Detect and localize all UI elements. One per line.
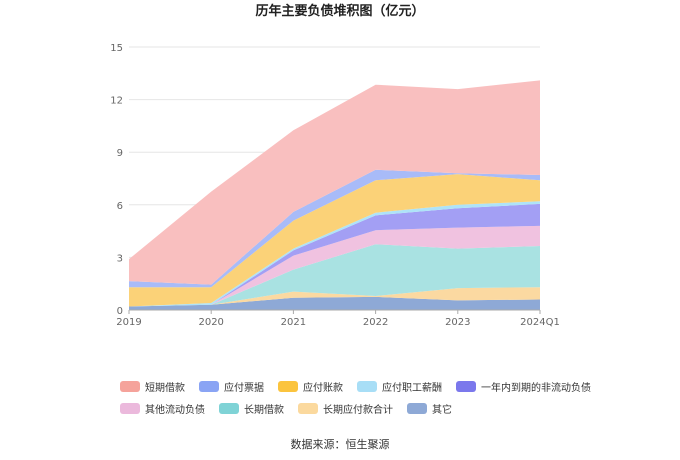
legend: 短期借款 应付票据 应付账款 应付职工薪酬 一年内到期的非流动负债其他流动负债 长期借款 长…: [120, 375, 600, 419]
x-tick-label: 2021: [281, 317, 306, 328]
legend-item[interactable]: 应付账款: [278, 379, 343, 394]
x-tick-label: 2019: [116, 317, 141, 328]
y-tick-label: 0: [117, 306, 123, 317]
legend-swatch: [120, 380, 140, 392]
legend-item[interactable]: 其它: [407, 401, 452, 416]
legend-item[interactable]: 应付职工薪酬: [357, 379, 442, 394]
y-tick-label: 15: [110, 43, 123, 54]
x-tick-label: 2023: [445, 317, 470, 328]
y-tick-label: 3: [117, 253, 123, 264]
area-3: [129, 225, 540, 307]
y-tick-label: 6: [117, 201, 123, 212]
legend-item[interactable]: 一年内到期的非流动负债: [456, 379, 591, 394]
y-axis: 0 3 6 9 12 15: [110, 43, 123, 317]
legend-label: 长期应付款合计: [323, 404, 393, 416]
legend-item[interactable]: 短期借款: [120, 379, 185, 394]
area-7: [129, 169, 540, 288]
area-6: [129, 174, 540, 307]
legend-label: 短期借款: [145, 382, 185, 394]
legend-label: 应付票据: [224, 382, 264, 394]
legend-label: 一年内到期的非流动负债: [481, 382, 591, 394]
legend-swatch: [407, 402, 427, 414]
x-axis: 2019 2020 2021 2022 2023 2024Q1: [116, 309, 560, 328]
legend-label: 其它: [432, 404, 452, 416]
y-tick-label: 9: [117, 148, 123, 159]
legend-swatch: [456, 380, 476, 392]
legend-label: 应付账款: [303, 382, 343, 394]
legend-label: 应付职工薪酬: [382, 382, 442, 394]
legend-swatch: [199, 380, 219, 392]
chart-title: 历年主要负债堆积图（亿元）: [255, 3, 424, 19]
x-tick-label: 2022: [363, 317, 388, 328]
area-8: [129, 80, 540, 285]
legend-item[interactable]: 长期借款: [219, 401, 284, 416]
area-1: [129, 287, 540, 307]
area-series: [129, 80, 540, 310]
legend-item[interactable]: 长期应付款合计: [298, 401, 393, 416]
y-tick-label: 12: [110, 96, 123, 107]
legend-item[interactable]: 其他流动负债: [120, 401, 205, 416]
legend-swatch: [298, 402, 318, 414]
legend-swatch: [357, 380, 377, 392]
legend-swatch: [219, 402, 239, 414]
legend-swatch: [120, 402, 140, 414]
area-0: [129, 296, 540, 310]
x-tick-label: 2020: [198, 317, 223, 328]
legend-label: 其他流动负债: [145, 404, 205, 416]
area-2: [129, 244, 540, 307]
legend-swatch: [278, 380, 298, 392]
legend-row: 其他流动负债 长期借款 长期应付款合计 其它: [120, 397, 600, 419]
legend-row: 短期借款 应付票据 应付账款 应付职工薪酬 一年内到期的非流动负债: [120, 375, 600, 397]
legend-item[interactable]: 应付票据: [199, 379, 264, 394]
legend-label: 长期借款: [244, 404, 284, 416]
area-4: [129, 203, 540, 307]
data-source-label: 数据来源：恒生聚源: [290, 438, 390, 451]
x-tick-label: 2024Q1: [520, 317, 560, 328]
